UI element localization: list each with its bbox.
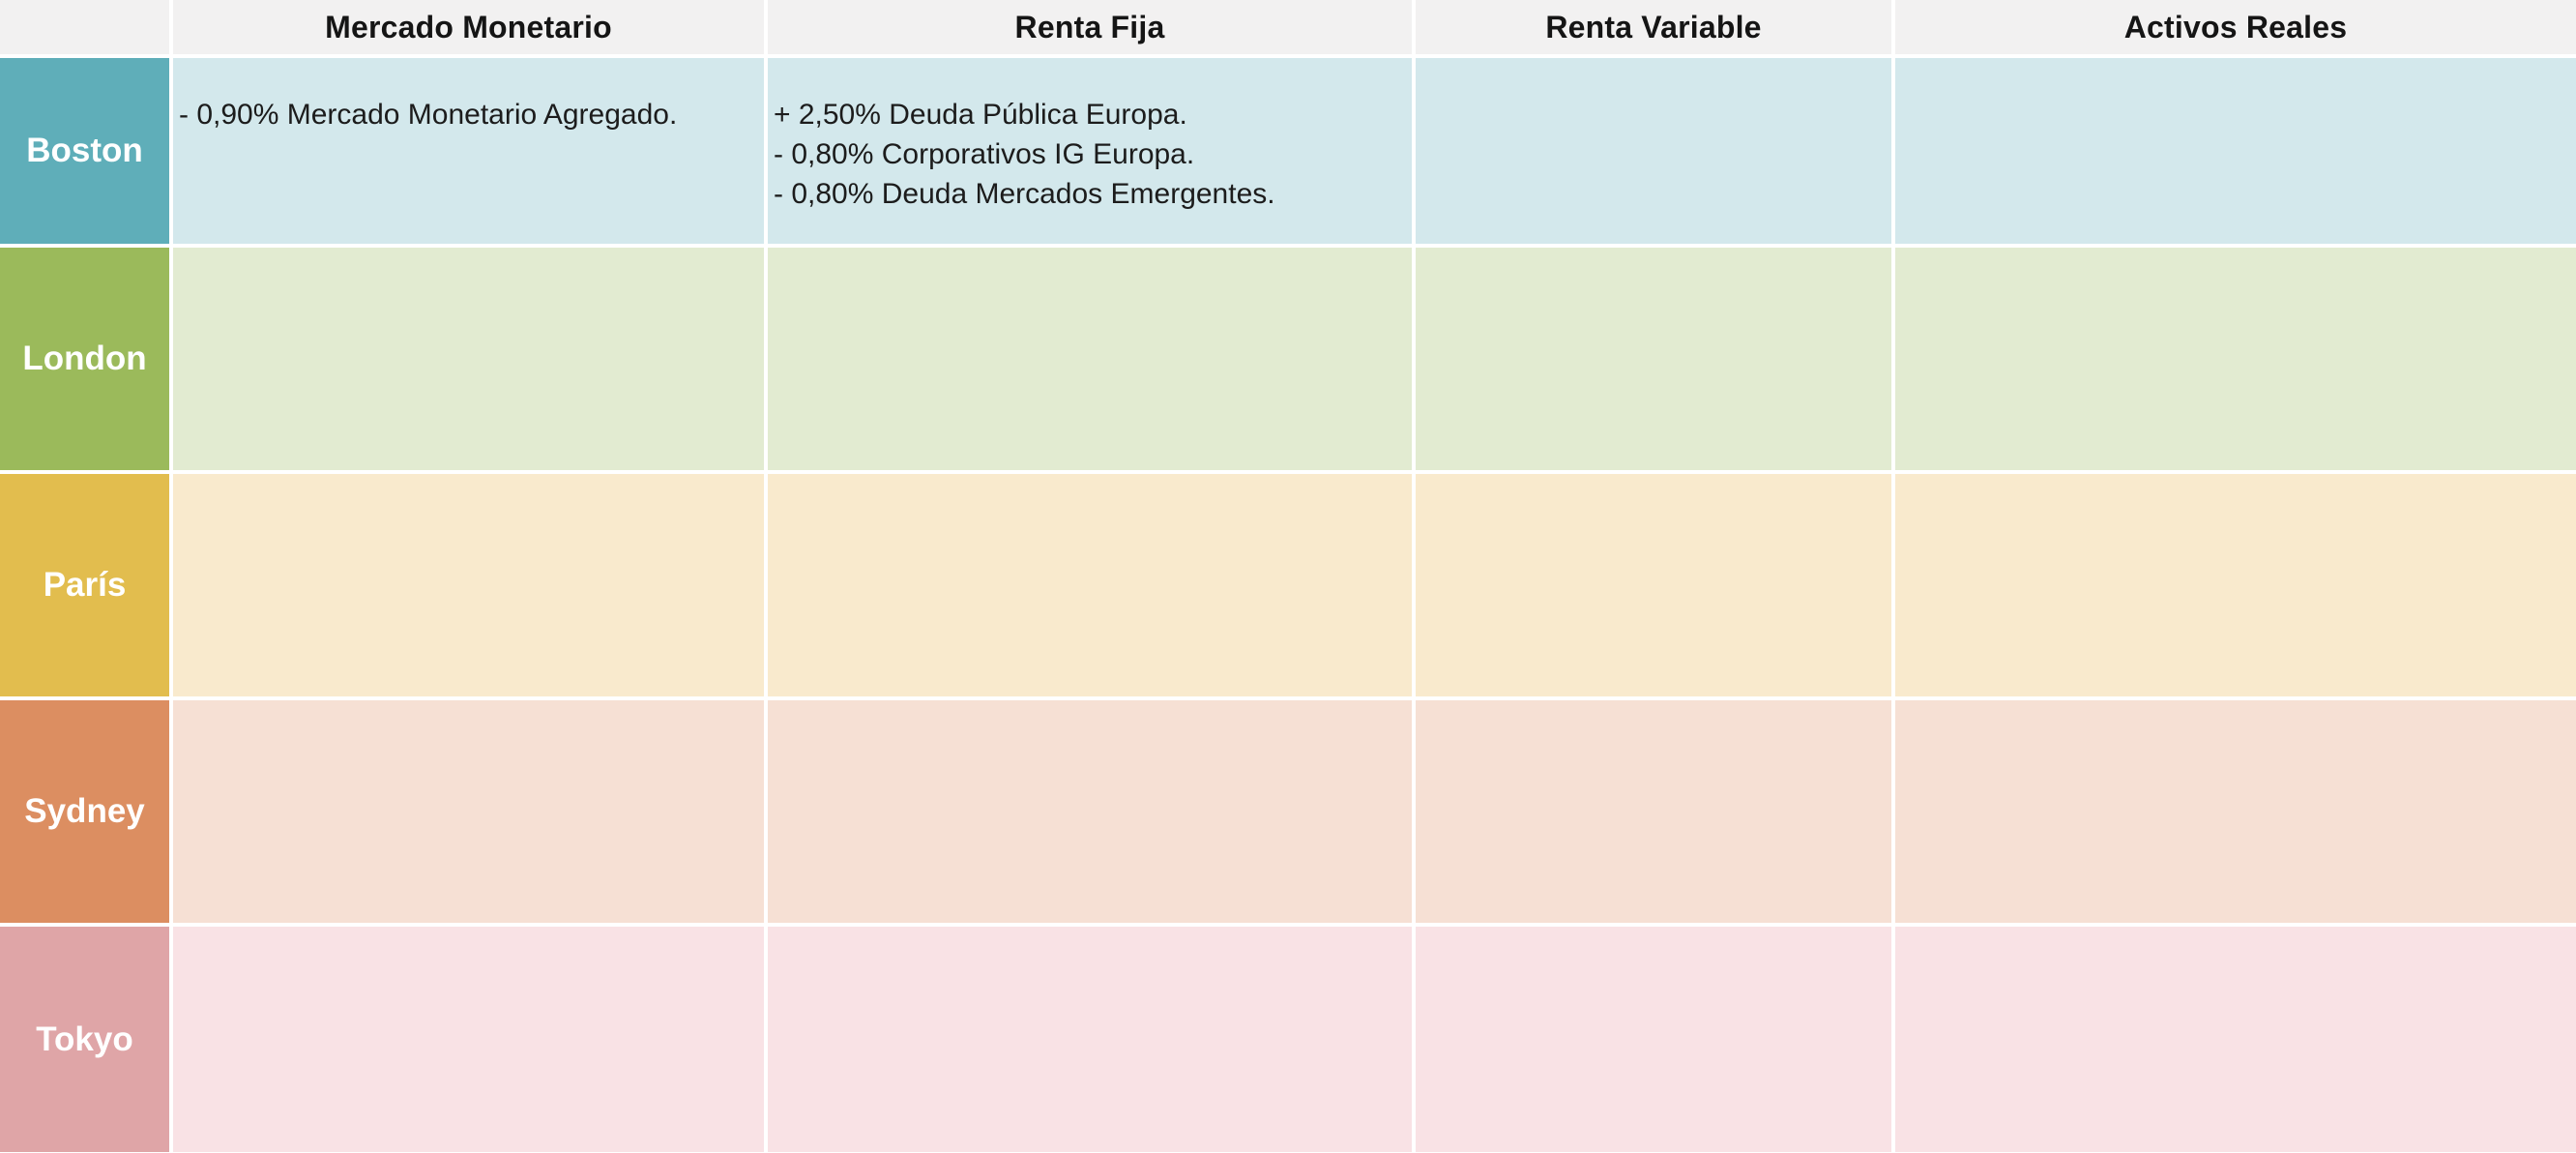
cell-text-line: - 0,90% Mercado Monetario Agregado. bbox=[179, 99, 678, 131]
cell-paris-mercado-monetario bbox=[173, 474, 764, 696]
cell-london-mercado-monetario bbox=[173, 248, 764, 470]
cell-sydney-renta-fija bbox=[768, 700, 1412, 923]
cell-tokyo-renta-fija bbox=[768, 927, 1412, 1152]
column-header-mercado-monetario: Mercado Monetario bbox=[173, 0, 764, 54]
row-header-london: London bbox=[0, 248, 169, 470]
cell-boston-renta-fija: + 2,50% Deuda Pública Europa. - 0,80% Co… bbox=[768, 58, 1412, 244]
cell-boston-mercado-monetario: - 0,90% Mercado Monetario Agregado. bbox=[173, 58, 764, 244]
cell-text-line: - 0,80% Corporativos IG Europa. bbox=[774, 138, 1195, 170]
row-header-boston: Boston bbox=[0, 58, 169, 244]
cell-paris-renta-fija bbox=[768, 474, 1412, 696]
cell-paris-activos-reales bbox=[1895, 474, 2576, 696]
cell-london-renta-variable bbox=[1416, 248, 1891, 470]
cell-boston-renta-variable bbox=[1416, 58, 1891, 244]
cell-tokyo-renta-variable bbox=[1416, 927, 1891, 1152]
corner-header-cell bbox=[0, 0, 169, 54]
cell-tokyo-mercado-monetario bbox=[173, 927, 764, 1152]
cell-london-renta-fija bbox=[768, 248, 1412, 470]
cell-text-line: + 2,50% Deuda Pública Europa. bbox=[774, 99, 1187, 131]
cell-sydney-renta-variable bbox=[1416, 700, 1891, 923]
row-header-sydney: Sydney bbox=[0, 700, 169, 923]
column-header-activos-reales: Activos Reales bbox=[1895, 0, 2576, 54]
column-header-renta-variable: Renta Variable bbox=[1416, 0, 1891, 54]
cell-paris-renta-variable bbox=[1416, 474, 1891, 696]
cell-london-activos-reales bbox=[1895, 248, 2576, 470]
cell-boston-activos-reales bbox=[1895, 58, 2576, 244]
cell-tokyo-activos-reales bbox=[1895, 927, 2576, 1152]
cell-sydney-activos-reales bbox=[1895, 700, 2576, 923]
column-header-renta-fija: Renta Fija bbox=[768, 0, 1412, 54]
row-header-tokyo: Tokyo bbox=[0, 927, 169, 1152]
cell-sydney-mercado-monetario bbox=[173, 700, 764, 923]
cell-text-line: - 0,80% Deuda Mercados Emergentes. bbox=[774, 178, 1275, 210]
row-header-paris: París bbox=[0, 474, 169, 696]
